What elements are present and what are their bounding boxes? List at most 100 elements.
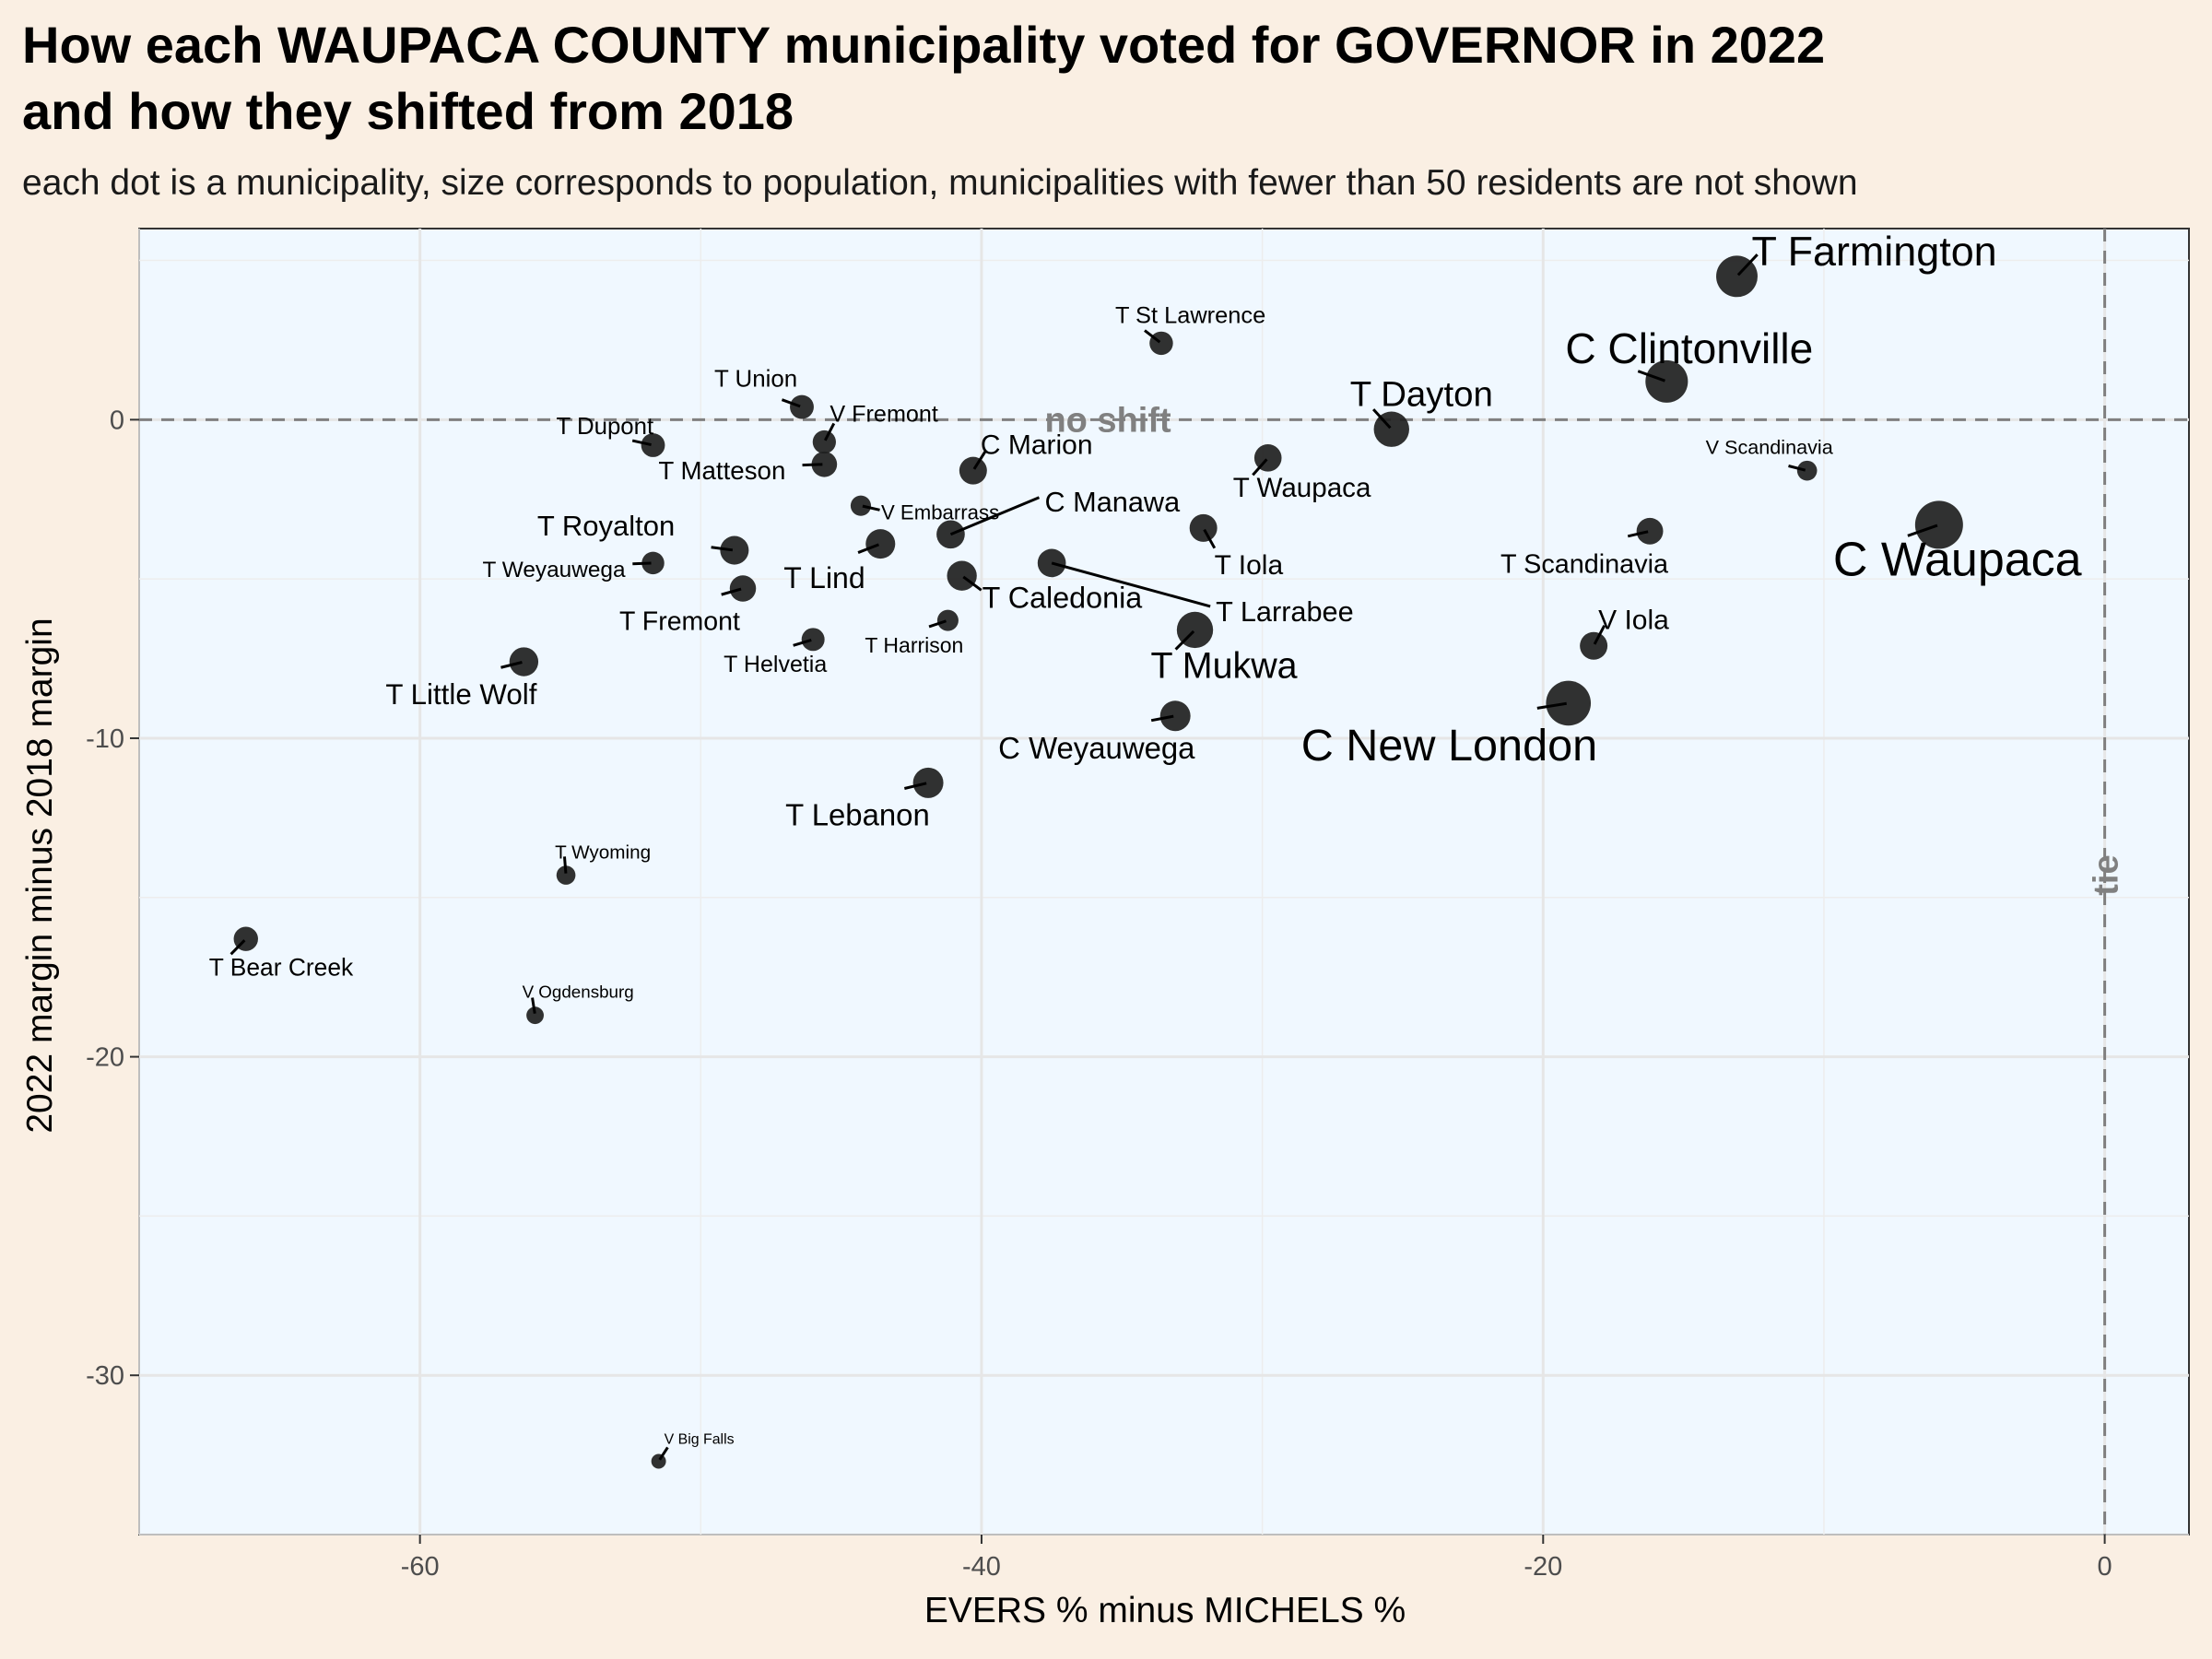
leader-line xyxy=(1203,528,1217,549)
point-label: T St Lawrence xyxy=(1115,302,1265,328)
point-label: T Caledonia xyxy=(982,582,1143,615)
grid-minor xyxy=(138,229,2189,1535)
leader-line xyxy=(1536,701,1567,710)
point-t-fremont xyxy=(729,575,757,602)
chart-title-line-2: and how they shifted from 2018 xyxy=(22,82,794,140)
leader-line xyxy=(1907,524,1938,537)
point-t-iola xyxy=(1189,513,1218,542)
point-label: T Royalton xyxy=(537,510,675,542)
point-label: T Lebanon xyxy=(785,797,930,831)
y-tick-label: -10 xyxy=(86,724,124,754)
point-v-fremont xyxy=(812,429,836,454)
reference-lines xyxy=(139,229,2189,1535)
leader-line xyxy=(972,450,987,470)
leader-line xyxy=(1372,408,1392,429)
point-label: C New London xyxy=(1301,721,1597,771)
point-t-lind xyxy=(865,529,896,559)
point-label: T Farmington xyxy=(1752,228,1997,275)
point-c-new-london xyxy=(1546,680,1592,726)
point-t-weyauwega xyxy=(641,551,665,575)
point-label: V Big Falls xyxy=(665,1432,735,1448)
leader-line xyxy=(631,439,652,447)
leader-line xyxy=(903,782,927,790)
point-t-dupont xyxy=(641,433,665,457)
point-label: T Dupont xyxy=(557,414,654,440)
leader-line xyxy=(632,561,652,566)
leader-line xyxy=(562,856,568,874)
point-label: T Bear Creek xyxy=(209,954,354,982)
leader-line xyxy=(1736,253,1759,276)
point-c-marion xyxy=(959,456,987,485)
leader-line xyxy=(500,661,523,669)
point-v-scandinavia xyxy=(1796,460,1818,481)
point-label: V Embarrass xyxy=(881,501,999,524)
point-label: T Iola xyxy=(1215,550,1284,581)
x-axis-title: EVERS % minus MICHELS % xyxy=(924,1591,1406,1630)
point-label: V Iola xyxy=(1598,606,1669,636)
leader-line xyxy=(862,504,880,512)
leader-line xyxy=(928,619,947,629)
leader-line xyxy=(711,546,734,552)
point-t-helvetia xyxy=(801,628,825,652)
point-label: T Waupaca xyxy=(1233,473,1371,503)
plot-panel xyxy=(138,228,2190,1535)
point-t-harrison xyxy=(936,609,959,631)
leader-line xyxy=(962,575,982,592)
point-label: C Weyauwega xyxy=(998,731,1195,765)
point-t-matteson xyxy=(811,451,838,477)
point-label: T Wyoming xyxy=(555,842,651,864)
point-label: T Weyauwega xyxy=(483,558,626,582)
y-tick-label: -20 xyxy=(86,1043,124,1073)
point-label: T Mukwa xyxy=(1151,645,1298,686)
leader-line xyxy=(793,638,812,647)
y-axis-title: 2022 margin minus 2018 margin xyxy=(20,618,60,1133)
point-label: T Harrison xyxy=(865,633,963,657)
leader-line xyxy=(229,939,246,956)
point-c-weyauwega xyxy=(1159,700,1191,732)
leader-line xyxy=(1144,329,1161,344)
point-label: C Manawa xyxy=(1044,486,1181,518)
x-tick-label: 0 xyxy=(2098,1552,2112,1582)
leader-line xyxy=(1051,561,1211,608)
x-tick-label: -60 xyxy=(401,1552,440,1582)
point-label: T Lind xyxy=(783,561,865,594)
point-t-little-wolf xyxy=(509,647,539,677)
point-v-embarrass xyxy=(850,495,872,516)
leader-line xyxy=(1150,714,1174,723)
point-label: C Waupaca xyxy=(1833,533,2082,586)
y-tick-label: -30 xyxy=(86,1361,124,1391)
leader-line xyxy=(949,496,1041,536)
leader-line xyxy=(1637,370,1665,382)
leader-line xyxy=(531,997,536,1014)
point-c-waupaca xyxy=(1914,500,1963,549)
leader-line xyxy=(1252,458,1268,477)
point-t-wyoming xyxy=(556,865,576,885)
point-label: T Little Wolf xyxy=(385,678,536,711)
chart-title-line-1: How each WAUPACA COUNTY municipality vot… xyxy=(22,16,1825,74)
leader-line xyxy=(658,1446,669,1461)
y-axis: -30 -20 -10 0 xyxy=(86,406,139,1391)
point-labels-layer: T Farmington C Clintonville T Dayton V Scan… xyxy=(209,228,2082,1461)
tie-label: tie xyxy=(2088,854,2126,895)
point-t-caledonia xyxy=(947,560,977,591)
leader-line xyxy=(1593,624,1606,645)
no-shift-label: no shift xyxy=(1044,401,1171,440)
point-label: T Matteson xyxy=(658,456,785,485)
leader-line xyxy=(1788,465,1806,472)
point-label: C Marion xyxy=(981,430,1093,461)
point-label: T Fremont xyxy=(619,607,740,637)
x-axis: -60 -40 -20 0 xyxy=(401,1535,2112,1582)
point-label: V Scandinavia xyxy=(1706,436,1834,459)
point-t-scandinavia xyxy=(1636,517,1664,545)
point-label: T Helvetia xyxy=(724,652,827,677)
point-label: V Fremont xyxy=(830,402,938,428)
point-t-st-lawrence xyxy=(1149,331,1173,356)
leader-line xyxy=(721,587,742,596)
point-v-big-falls xyxy=(651,1453,666,1469)
points-layer xyxy=(233,255,1963,1469)
point-label: T Scandinavia xyxy=(1500,549,1669,579)
point-label: V Ogdensburg xyxy=(523,982,634,1002)
leader-line xyxy=(857,543,879,554)
point-label: T Larrabee xyxy=(1216,595,1354,628)
